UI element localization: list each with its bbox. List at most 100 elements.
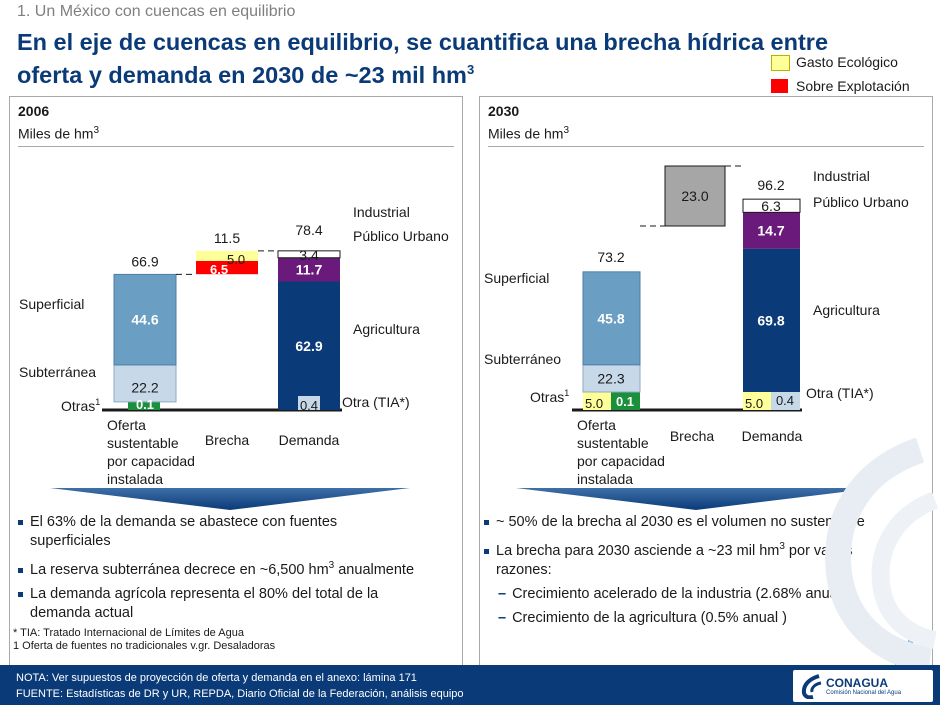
bar-subterraneo-2030	[582, 364, 641, 393]
chart-2030-svg: 5.0 0.1 22.3 45.8 73.2 23.0 5.0 0.4 69.8 14.7 6.3 9…	[484, 165, 909, 487]
left-bullets: El 63% de la demanda se abastece con fue…	[18, 513, 458, 623]
legend-label-sobre-explotacion: Sobre Explotación	[796, 78, 910, 94]
side-label-otra-tia-2030: Otra (TIA*)	[806, 385, 874, 401]
left-panel-unit-sup: 3	[93, 125, 100, 136]
left-bullet-2: La reserva subterránea decrece en ~6,500…	[18, 556, 458, 580]
right-chevron-arrow	[516, 488, 876, 510]
label-subterranea-2006: 22.2	[131, 379, 158, 395]
category-oferta-line-3-2006: instalada	[107, 471, 163, 487]
footer-fuente: FUENTE: Estadísticas de DR y UR, REPDA, …	[16, 688, 464, 700]
left-panel-unit: Miles de hm	[18, 125, 94, 142]
page-title: En el eje de cuencas en equilibrio, se c…	[17, 28, 917, 89]
label-superficial-2006: 44.6	[131, 312, 158, 328]
left-bullet-1: El 63% de la demanda se abastece con fue…	[18, 513, 458, 551]
footer-notes: NOTA: Ver supuestos de proyección de ofe…	[16, 670, 464, 702]
category-oferta-line-1-2030: sustentable	[577, 435, 649, 451]
total-oferta-2006: 66.9	[131, 253, 158, 269]
bar-publico-urbano-2030	[743, 212, 800, 249]
footer-nota: NOTA: Ver supuestos de proyección de ofe…	[16, 672, 417, 684]
right-panel-header: 2030 Miles de hm3	[488, 102, 569, 144]
title-superscript: 3	[466, 62, 475, 77]
bar-brecha-2030	[664, 165, 726, 227]
bar-otra-tia-2030	[771, 392, 800, 410]
bar-subterranea-2006	[113, 364, 177, 403]
bar-industrial-2006	[277, 250, 341, 259]
right-panel-unit-sup: 3	[563, 125, 570, 136]
side-label-otras-2006: Otras1	[61, 397, 100, 414]
label-publico-urbano-2030: 14.7	[757, 223, 784, 239]
watermark-swirl-icon	[825, 437, 939, 670]
category-brecha-2030: Brecha	[670, 428, 715, 444]
bar-gasto-ecologico-2030	[743, 392, 771, 410]
bar-industrial-2030	[742, 198, 801, 213]
conagua-logo-subtext: Comisión Nacional del Agua	[826, 690, 902, 696]
conagua-logo: CONAGUA Comisión Nacional del Agua	[793, 670, 933, 702]
label-otras-gasto-2030: 5.0	[585, 396, 603, 411]
side-label-publico-2030: Público Urbano	[813, 194, 909, 210]
category-oferta-line-0-2030: Oferta	[577, 417, 616, 433]
right-panel-divider	[488, 146, 924, 147]
label-superficial-2030: 45.8	[597, 310, 624, 326]
conagua-logo-text: CONAGUA	[826, 676, 888, 690]
bar-otra-tia-overlay-2006	[298, 396, 320, 410]
category-oferta-line-3-2030: instalada	[577, 471, 633, 487]
total-demanda-2006: 78.4	[295, 222, 322, 238]
left-panel-year: 2006	[18, 103, 50, 119]
bar-agricultura-2030	[743, 248, 800, 392]
chart-2006: 0.1 22.2 44.6 66.9 6.5 5.0 11.5 0.4 62.9 11.7 3.4 7…	[0, 0, 470, 500]
category-oferta-line-1-2006: sustentable	[107, 435, 179, 451]
label-otras-2030: 0.1	[616, 394, 634, 409]
category-oferta-line-2-2030: por capacidad	[577, 453, 665, 469]
bar-superficial-2006	[113, 273, 177, 366]
legend-swatch-sobre-explotacion	[771, 79, 788, 93]
category-oferta-line-0-2006: Oferta	[107, 417, 146, 433]
side-label-superficial-2006: Superficial	[19, 296, 84, 312]
label-industrial-2030: 6.3	[761, 198, 781, 214]
title-line-1: En el eje de cuencas en equilibrio, se c…	[17, 29, 829, 55]
footnote-otras: 1 Oferta de fuentes no tradicionales v.g…	[13, 640, 276, 652]
right-bullet-1: ~ 50% de la brecha al 2030 es el volumen…	[484, 513, 924, 532]
label-otra-tia-2006: 0.4	[300, 398, 318, 413]
side-label-otra-tia-2006: Otra (TIA*)	[342, 394, 410, 410]
right-subbullet-1: – Crecimiento acelerado de la industria (…	[498, 585, 846, 602]
side-label-industrial-2006: Industrial	[353, 204, 410, 220]
side-label-industrial-2030: Industrial	[813, 168, 870, 184]
footer-bar	[0, 665, 940, 705]
total-demanda-2030: 96.2	[757, 177, 784, 193]
right-subbullet-2: – Crecimiento de la agricultura (0.5% anu…	[498, 609, 787, 626]
chart-2006-svg: 0.1 22.2 44.6 66.9 6.55.0 11.5 0.4 62.9 11.73.4 7…	[19, 204, 449, 487]
left-panel-divider	[18, 146, 454, 147]
bar-otras-2030	[611, 392, 640, 410]
conagua-logo-icon	[801, 674, 822, 699]
label-publico-urbano-2006: 11.7	[296, 262, 323, 278]
legend-label-gasto-ecologico: Gasto Ecológico	[796, 54, 898, 70]
side-label-agricultura-2030: Agricultura	[813, 302, 880, 318]
footnote-tia: * TIA: Tratado Internacional de Límites …	[13, 627, 244, 639]
label-gasto-ecologico-2030: 5.0	[745, 396, 763, 411]
label-brecha-2030: 23.0	[681, 188, 708, 204]
bar-gasto-ecologico-2006	[196, 250, 258, 261]
left-panel-header: 2006 Miles de hm3	[18, 102, 99, 144]
side-label-otras-2030: Otras1	[530, 388, 569, 405]
total-brecha-2006: 11.5	[214, 230, 240, 246]
bar-otras-2006	[128, 401, 160, 410]
legend-swatch-gasto-ecologico	[771, 55, 790, 71]
bar-publico-urbano-2006	[278, 257, 340, 282]
side-label-subterranea-2006: Subterránea	[19, 364, 96, 380]
category-oferta-line-2-2006: por capacidad	[107, 453, 195, 469]
label-sobre-explotacion-2006: 6.5	[210, 262, 228, 277]
label-agricultura-2006: 62.9	[295, 338, 322, 354]
category-brecha-2006: Brecha	[205, 432, 250, 448]
side-label-agricultura-2006: Agricultura	[353, 321, 420, 337]
bar-agricultura-2006	[278, 281, 340, 410]
label-gasto-ecologico-2006: 5.0	[227, 252, 245, 267]
label-otras-2006: 0.1	[136, 397, 154, 412]
bar-sobre-explotacion-2006	[196, 260, 258, 275]
left-chevron-arrow	[50, 488, 410, 510]
bar-superficial-2030	[582, 271, 641, 366]
section-label: 1. Un México con cuencas en equilibrio	[17, 3, 296, 20]
label-subterraneo-2030: 22.3	[597, 370, 624, 386]
chart-2030: 5.0 0.1 22.3 45.8 73.2 23.0 5.0 0.4 69.8 14.7 6.3 9…	[470, 0, 940, 500]
total-oferta-2030: 73.2	[597, 249, 624, 265]
label-agricultura-2030: 69.8	[757, 312, 784, 328]
